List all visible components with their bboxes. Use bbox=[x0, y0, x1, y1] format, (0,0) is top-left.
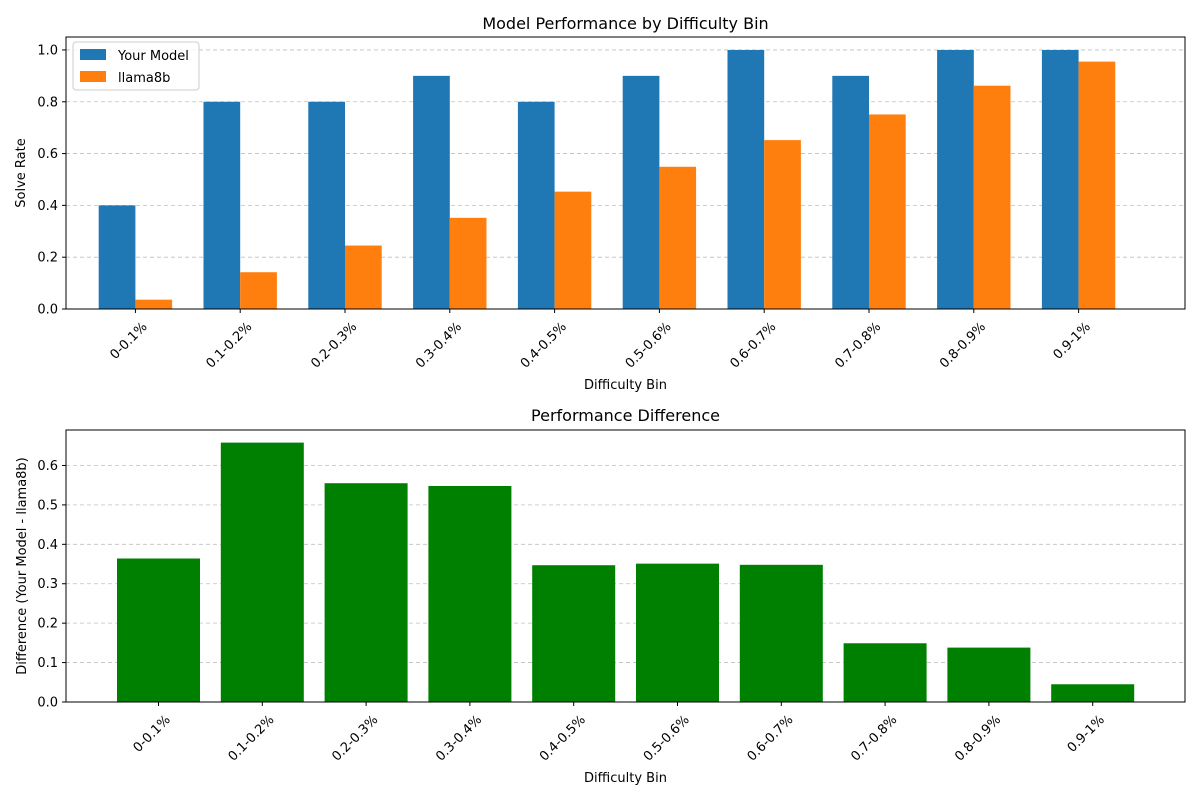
chart-bottom-y-axis-label: Difference (Your Model - llama8b) bbox=[15, 457, 30, 675]
legend-swatch-llama8b bbox=[80, 71, 106, 82]
bar-difference-0-6-0-7 bbox=[739, 564, 823, 702]
bar-llama8b-0-2-0-3 bbox=[345, 245, 382, 309]
chart-top-x-axis-label: Difficulty Bin bbox=[584, 378, 667, 393]
y-tick-label: 0.2 bbox=[37, 617, 58, 632]
y-tick-label: 0.1 bbox=[37, 656, 58, 671]
chart-top-legend: Your Model llama8b bbox=[72, 41, 200, 91]
chart-bottom-axes-frame bbox=[65, 429, 1186, 703]
chart-bottom-x-axis-label: Difficulty Bin bbox=[584, 771, 667, 786]
legend-label-your-model: Your Model bbox=[117, 49, 189, 64]
y-tick-label: 0.4 bbox=[37, 538, 58, 553]
chart-bottom-title: Performance Difference bbox=[531, 406, 720, 425]
bar-llama8b-0-4-0-5 bbox=[554, 191, 592, 309]
bar-difference-0-9-1 bbox=[1051, 684, 1135, 702]
bar-difference-0-5-0-6 bbox=[636, 563, 719, 702]
chart-bottom-y-axis: 0.0 0.1 0.2 0.3 0.4 0.5 0.6 bbox=[37, 459, 66, 711]
bar-difference-0-1-0-2 bbox=[220, 442, 304, 702]
y-tick-label: 1.0 bbox=[37, 43, 58, 58]
chart-top-y-axis-label: Solve Rate bbox=[14, 138, 29, 207]
bar-llama8b-0-5-0-6 bbox=[659, 166, 697, 309]
bar-your-model-0-4-0-5 bbox=[517, 101, 555, 309]
bar-difference-0-0-1 bbox=[117, 558, 200, 702]
bar-difference-0-2-0-3 bbox=[324, 483, 408, 702]
y-tick-label: 0.4 bbox=[37, 199, 58, 214]
bar-llama8b-0-6-0-7 bbox=[764, 140, 801, 309]
bar-llama8b-0-0-1 bbox=[135, 299, 173, 309]
bar-difference-0-8-0-9 bbox=[947, 647, 1031, 702]
y-tick-label: 0.5 bbox=[37, 498, 58, 513]
bar-your-model-0-2-0-3 bbox=[308, 101, 345, 309]
y-tick-label: 0.6 bbox=[37, 459, 58, 474]
chart-top-y-axis: 0.0 0.2 0.4 0.6 0.8 1.0 bbox=[37, 43, 66, 318]
bar-llama8b-0-7-0-8 bbox=[869, 114, 906, 310]
bar-your-model-0-5-0-6 bbox=[622, 75, 660, 309]
chart-top-bars bbox=[98, 49, 1116, 310]
bar-llama8b-0-9-1 bbox=[1078, 61, 1116, 309]
y-tick-label: 0.0 bbox=[37, 303, 58, 318]
bar-llama8b-0-8-0-9 bbox=[973, 85, 1011, 309]
chart-bottom-bars bbox=[117, 442, 1135, 702]
y-tick-label: 0.2 bbox=[37, 251, 58, 266]
bar-your-model-0-6-0-7 bbox=[727, 49, 765, 309]
bar-difference-0-7-0-8 bbox=[843, 643, 927, 702]
chart-top-axes-frame bbox=[65, 36, 1186, 310]
bar-your-model-0-0-1 bbox=[98, 205, 136, 309]
bar-llama8b-0-1-0-2 bbox=[240, 272, 277, 309]
legend-label-llama8b: llama8b bbox=[118, 71, 170, 86]
legend-swatch-your-model bbox=[80, 49, 106, 60]
bar-your-model-0-3-0-4 bbox=[413, 75, 450, 309]
bar-llama8b-0-3-0-4 bbox=[449, 217, 487, 309]
chart-top-title: Model Performance by Difficulty Bin bbox=[482, 14, 768, 33]
y-tick-label: 0.6 bbox=[37, 147, 58, 162]
bar-your-model-0-8-0-9 bbox=[937, 49, 974, 309]
bar-difference-0-3-0-4 bbox=[428, 485, 512, 702]
chart-bottom-difference: Performance Difference 0.00.10.20.30.40.… bbox=[15, 406, 1186, 786]
y-tick-label: 0.0 bbox=[37, 696, 58, 711]
y-tick-label: 0.3 bbox=[37, 577, 58, 592]
bar-your-model-0-9-1 bbox=[1041, 49, 1079, 309]
y-tick-label: 0.8 bbox=[37, 95, 58, 110]
bar-your-model-0-7-0-8 bbox=[832, 75, 869, 309]
bar-difference-0-4-0-5 bbox=[532, 565, 616, 702]
bar-your-model-0-1-0-2 bbox=[203, 101, 241, 309]
